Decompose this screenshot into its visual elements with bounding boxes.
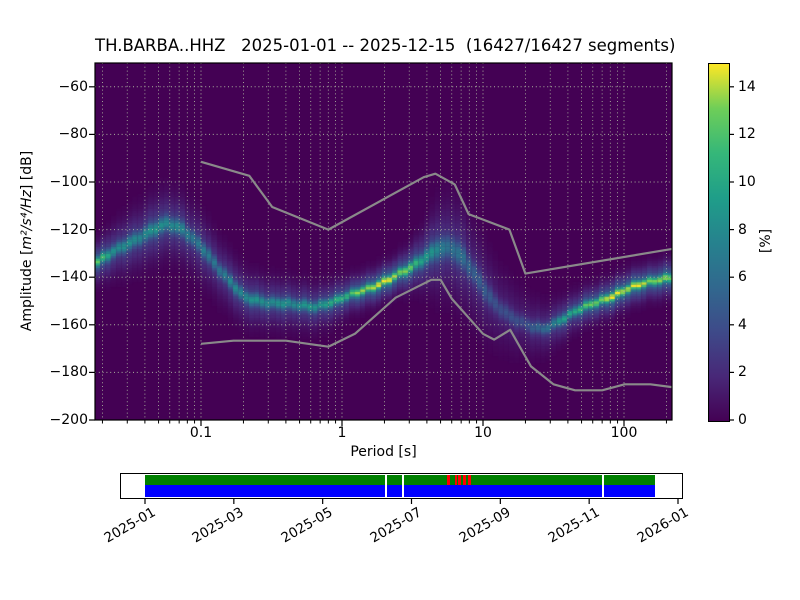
- x-axis-label: Period [s]: [350, 444, 417, 460]
- y-axis-label-prefix: Amplitude [: [19, 249, 35, 332]
- x-tick-label: 1: [337, 425, 347, 441]
- timeline-tick-label: 2025-07: [367, 504, 425, 547]
- coverage-gap-red-mark: [467, 475, 471, 485]
- y-axis-label: Amplitude [m²/s⁴/Hz] [dB]: [19, 151, 35, 331]
- colorbar-tick-label: 14: [738, 78, 756, 95]
- x-tick-label: 100: [610, 425, 638, 441]
- timeline-tick-label: 2025-09: [456, 504, 514, 547]
- colorbar-tick-label: 0: [738, 412, 747, 428]
- coverage-gap-red-mark: [454, 475, 458, 485]
- y-tick-label: −60: [58, 78, 88, 95]
- timeline-tick-label: 2026-01: [634, 504, 691, 547]
- coverage-break-white-line: [402, 474, 405, 497]
- colorbar-tick-label: 4: [738, 316, 747, 333]
- colorbar-tick-label: 12: [738, 126, 756, 143]
- coverage-break-white-line: [385, 474, 388, 497]
- coverage-used-bar: [145, 475, 655, 485]
- x-tick-label: 0.1: [189, 425, 213, 441]
- coverage-gap-red-mark: [446, 475, 450, 485]
- coverage-gap-red-mark: [462, 475, 466, 485]
- coverage-gap-red-mark: [458, 475, 461, 485]
- colorbar-tick-label: 6: [738, 269, 747, 286]
- timeline-tick-label: 2025-05: [278, 504, 336, 547]
- y-tick-label: −80: [58, 126, 88, 143]
- y-tick-label: −180: [49, 364, 88, 381]
- y-tick-label: −120: [49, 221, 88, 238]
- colorbar: [708, 63, 730, 422]
- colorbar-tick-label: 8: [738, 221, 747, 238]
- colorbar-tick-label: 2: [738, 364, 747, 381]
- y-axis-label-math: m²/s⁴/Hz: [19, 190, 35, 250]
- timeline-tick-label: 2025-03: [189, 504, 247, 547]
- x-tick-label: 10: [474, 425, 492, 441]
- coverage-timeline-box: [120, 473, 683, 499]
- y-tick-label: −140: [49, 269, 88, 286]
- y-tick-label: −100: [49, 174, 88, 190]
- timeline-tick-label: 2025-01: [101, 504, 158, 547]
- coverage-available-bar: [145, 485, 655, 497]
- coverage-break-white-line: [601, 474, 605, 497]
- plot-title: TH.BARBA..HHZ 2025-01-01 -- 2025-12-15 (…: [95, 36, 676, 55]
- y-tick-label: −160: [49, 316, 88, 333]
- y-tick-label: −200: [49, 412, 88, 428]
- ppsd-histogram-canvas: [95, 63, 672, 420]
- colorbar-label: [%]: [758, 228, 774, 254]
- y-axis-label-suffix: ] [dB]: [19, 150, 35, 191]
- colorbar-tick-label: 10: [738, 174, 756, 190]
- timeline-tick-label: 2025-11: [545, 504, 603, 547]
